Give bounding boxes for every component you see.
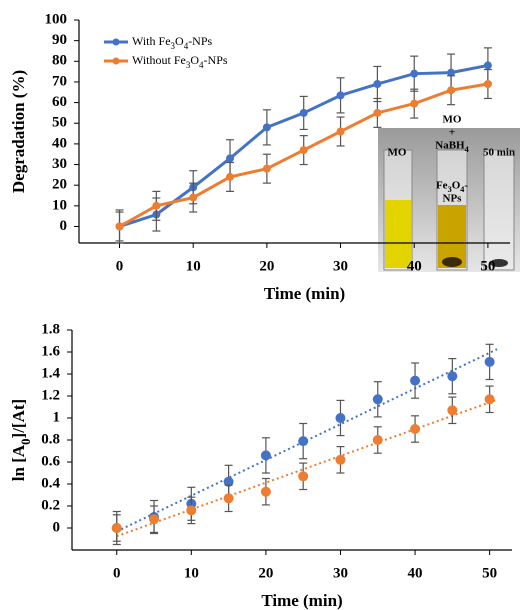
y-tick-label: 50 [52, 115, 67, 131]
data-point [373, 108, 382, 117]
data-point [262, 123, 271, 132]
data-point [299, 108, 308, 117]
inset-label: 50 min [483, 147, 515, 159]
data-point [372, 394, 383, 405]
data-point [223, 476, 234, 487]
y-tick-label: 1.6 [41, 343, 60, 359]
y-tick-label: 30 [52, 156, 67, 172]
data-point [336, 127, 345, 136]
inset-label: + [449, 127, 455, 139]
data-point [484, 394, 495, 405]
nanoparticles [490, 259, 508, 267]
x-axis-label: Time (min) [264, 284, 345, 303]
x-tick-label: 10 [184, 565, 199, 581]
y-tick-label: 0.4 [41, 475, 60, 491]
y-tick-label: 60 [52, 94, 67, 110]
legend-label: With Fe3O4-NPs [132, 34, 213, 51]
data-point [484, 356, 495, 367]
y-tick-label: 20 [52, 177, 67, 193]
x-axis-label: Time (min) [261, 591, 342, 610]
y-tick-label: 1 [53, 409, 61, 425]
data-point [336, 91, 345, 100]
y-tick-label: 10 [52, 197, 67, 213]
data-point [447, 371, 458, 382]
data-point [335, 413, 346, 423]
y-tick-label: 40 [52, 135, 67, 151]
data-point [149, 514, 160, 525]
inset-photo [378, 128, 520, 272]
data-point [447, 68, 456, 77]
data-point [111, 523, 122, 533]
y-tick-label: 0 [60, 218, 68, 234]
data-point [483, 61, 492, 70]
cuvette-liquid [385, 200, 411, 268]
nanoparticles [442, 257, 462, 267]
x-tick-label: 50 [482, 565, 497, 581]
y-tick-label: 1.8 [41, 321, 60, 337]
x-tick-label: 10 [186, 258, 201, 274]
x-tick-label: 20 [258, 565, 273, 581]
data-point [223, 493, 234, 504]
inset-label: NPs [443, 193, 463, 205]
y-tick-label: 1.4 [41, 365, 60, 381]
x-tick-label: 30 [333, 258, 348, 274]
y-tick-label: 0.6 [41, 453, 60, 469]
inset-label: MO [443, 114, 462, 126]
y-tick-label: 1.2 [41, 387, 60, 403]
y-tick-label: 70 [52, 73, 67, 89]
x-tick-label: 50 [480, 258, 495, 274]
data-point [410, 69, 419, 78]
y-tick-label: 0 [53, 519, 61, 535]
x-tick-label: 0 [113, 565, 121, 581]
data-point [226, 154, 235, 163]
y-tick-label: 100 [45, 11, 68, 27]
data-point [447, 86, 456, 95]
data-point [226, 172, 235, 181]
x-tick-label: 20 [259, 258, 274, 274]
x-tick-label: 0 [116, 258, 124, 274]
inset-label: MO [388, 147, 407, 159]
y-tick-label: 0.2 [41, 497, 60, 513]
data-point [410, 424, 421, 434]
legend-label: Without Fe3O4-NPs [132, 53, 228, 70]
y-axis-label: Degradation (%) [9, 70, 28, 193]
cuvette [483, 149, 515, 271]
data-point [335, 454, 346, 465]
legend-marker [112, 57, 120, 65]
data-point [372, 435, 383, 445]
trend-line [116, 398, 498, 538]
data-point [298, 436, 309, 447]
data-point [115, 222, 124, 231]
x-tick-label: 30 [333, 565, 348, 581]
y-tick-label: 0.8 [41, 431, 60, 447]
data-point [186, 505, 197, 516]
data-point [447, 405, 458, 416]
x-tick-label: 40 [407, 258, 422, 274]
y-tick-label: 90 [52, 32, 67, 48]
data-point [483, 80, 492, 89]
data-point [410, 375, 421, 386]
legend-marker [112, 38, 120, 46]
data-point [260, 486, 271, 497]
y-axis-label: ln [A0]/[At] [9, 399, 33, 481]
y-tick-label: 80 [52, 53, 67, 69]
data-point [298, 471, 309, 482]
data-point [262, 164, 271, 173]
data-point [152, 201, 161, 210]
x-tick-label: 40 [408, 565, 423, 581]
data-point [299, 146, 308, 155]
data-point [410, 99, 419, 108]
data-point [260, 450, 271, 461]
data-point [373, 80, 382, 89]
data-point [189, 193, 198, 202]
inset-label: NaBH4 [435, 140, 468, 155]
